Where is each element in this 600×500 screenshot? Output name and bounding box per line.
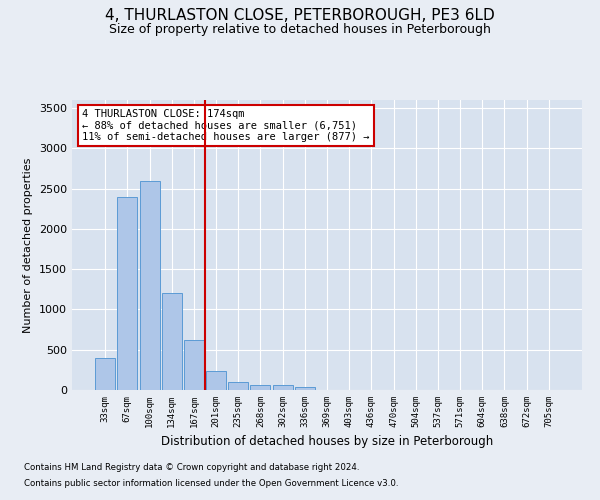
Text: 4 THURLASTON CLOSE: 174sqm
← 88% of detached houses are smaller (6,751)
11% of s: 4 THURLASTON CLOSE: 174sqm ← 88% of deta… bbox=[82, 108, 370, 142]
Bar bbox=[162, 294, 182, 390]
Bar bbox=[250, 385, 271, 390]
Text: Size of property relative to detached houses in Peterborough: Size of property relative to detached ho… bbox=[109, 22, 491, 36]
Bar bbox=[95, 358, 115, 390]
Y-axis label: Number of detached properties: Number of detached properties bbox=[23, 158, 34, 332]
Text: Distribution of detached houses by size in Peterborough: Distribution of detached houses by size … bbox=[161, 435, 493, 448]
Bar bbox=[184, 340, 204, 390]
Bar bbox=[140, 180, 160, 390]
Text: 4, THURLASTON CLOSE, PETERBOROUGH, PE3 6LD: 4, THURLASTON CLOSE, PETERBOROUGH, PE3 6… bbox=[105, 8, 495, 22]
Bar bbox=[295, 387, 315, 390]
Bar bbox=[118, 196, 137, 390]
Bar bbox=[206, 370, 226, 390]
Bar bbox=[272, 385, 293, 390]
Bar bbox=[228, 382, 248, 390]
Text: Contains public sector information licensed under the Open Government Licence v3: Contains public sector information licen… bbox=[24, 478, 398, 488]
Text: Contains HM Land Registry data © Crown copyright and database right 2024.: Contains HM Land Registry data © Crown c… bbox=[24, 464, 359, 472]
